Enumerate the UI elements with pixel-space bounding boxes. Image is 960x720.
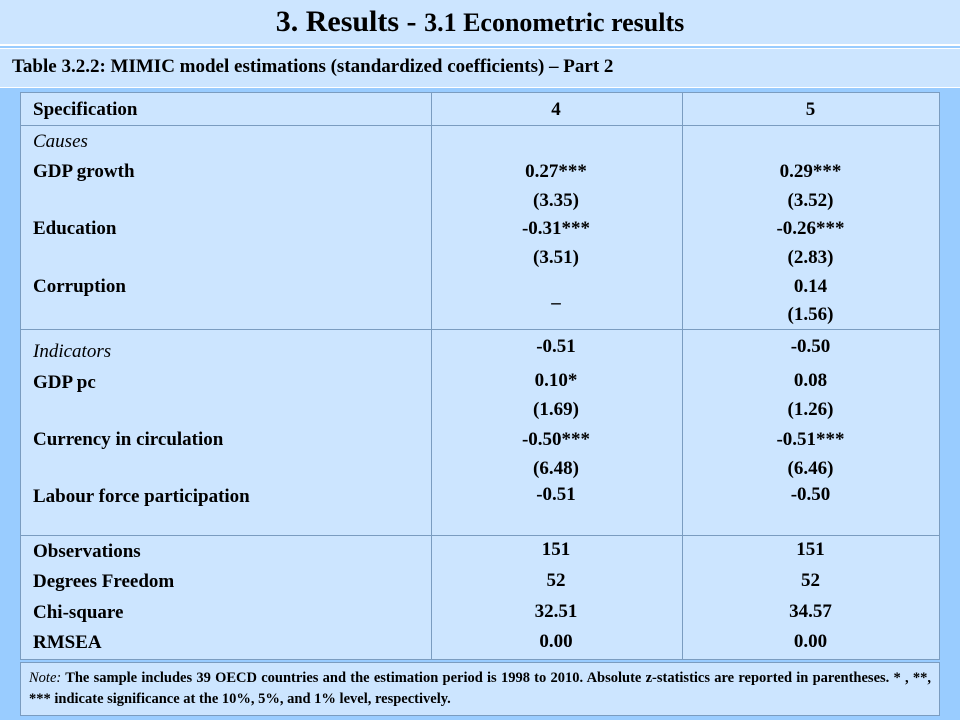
degrees-freedom-col5: 52 bbox=[801, 570, 820, 591]
row-divider-header bbox=[21, 125, 939, 126]
row-label-observations: Observations bbox=[33, 541, 141, 562]
row-label-currency: Currency in circulation bbox=[33, 429, 224, 450]
gdp-growth-col4-z: (3.35) bbox=[533, 190, 579, 211]
title-main: 3. Results - bbox=[275, 5, 425, 38]
corruption-col5: 0.14 bbox=[793, 276, 828, 297]
row-label-labour-force: Labour force participation bbox=[33, 486, 250, 507]
causes-heading: Causes bbox=[33, 131, 88, 152]
row-label-rmsea: RMSEA bbox=[33, 632, 102, 653]
indicators-heading-col5: -0.50 bbox=[790, 336, 831, 357]
row-label-education: Education bbox=[33, 218, 117, 239]
header-col-5: 5 bbox=[805, 99, 816, 120]
gdp-growth-col5-z: (3.52) bbox=[787, 190, 834, 211]
gdp-pc-col5-z: (1.26) bbox=[787, 399, 834, 420]
gdp-pc-col5: 0.08 bbox=[793, 370, 828, 391]
education-col5-z: (2.83) bbox=[787, 247, 834, 268]
currency-col4: -0.50*** bbox=[521, 429, 591, 450]
rmsea-col4: 0.00 bbox=[539, 631, 573, 652]
table-note: Note: The sample includes 39 OECD countr… bbox=[29, 668, 931, 710]
column-divider-2 bbox=[682, 93, 683, 659]
row-label-corruption: Corruption bbox=[33, 276, 126, 297]
labour-force-col5: -0.50 bbox=[790, 484, 831, 505]
indicators-heading: Indicators bbox=[33, 341, 112, 362]
corruption-col5-z: (1.56) bbox=[787, 304, 834, 325]
row-label-gdp-growth: GDP growth bbox=[33, 161, 135, 182]
chi-square-col4: 32.51 bbox=[534, 601, 578, 622]
gdp-growth-col4: 0.27*** bbox=[525, 161, 587, 182]
note-text: The sample includes 39 OECD countries an… bbox=[29, 670, 931, 707]
corruption-col4: _ bbox=[551, 286, 561, 307]
gdp-growth-col5: 0.29*** bbox=[779, 161, 842, 182]
currency-col5: -0.51*** bbox=[776, 429, 845, 450]
caption-bar: Table 3.2.2: MIMIC model estimations (st… bbox=[0, 48, 960, 88]
title-bar: 3. Results - 3.1 Econometric results bbox=[0, 0, 960, 46]
table-caption: Table 3.2.2: MIMIC model estimations (st… bbox=[12, 56, 614, 77]
education-col5: -0.26*** bbox=[776, 218, 845, 239]
row-divider-causes bbox=[21, 329, 939, 330]
results-table: Specification 4 5 Causes GDP growth 0.27… bbox=[20, 92, 940, 660]
row-divider-indicators bbox=[21, 535, 939, 536]
column-divider-1 bbox=[431, 93, 432, 659]
education-col4-z: (3.51) bbox=[533, 247, 579, 268]
chi-square-col5: 34.57 bbox=[789, 601, 832, 622]
observations-col5: 151 bbox=[796, 539, 825, 560]
gdp-pc-col4: 0.10* bbox=[534, 370, 578, 391]
row-label-chi-square: Chi-square bbox=[33, 602, 124, 623]
title-subtitle: 3.1 Econometric results bbox=[424, 8, 685, 37]
gdp-pc-col4-z: (1.69) bbox=[533, 399, 579, 420]
education-col4: -0.31*** bbox=[521, 218, 591, 239]
currency-col5-z: (6.46) bbox=[787, 458, 834, 479]
note-label: Note: bbox=[29, 670, 62, 686]
header-col-4: 4 bbox=[551, 99, 561, 120]
page-title: 3. Results - 3.1 Econometric results bbox=[276, 5, 685, 38]
observations-col4: 151 bbox=[541, 539, 571, 560]
header-specification: Specification bbox=[33, 99, 138, 120]
labour-force-col4: -0.51 bbox=[536, 484, 576, 505]
row-label-gdp-pc: GDP pc bbox=[33, 372, 96, 393]
rmsea-col5: 0.00 bbox=[793, 631, 828, 652]
degrees-freedom-col4: 52 bbox=[546, 570, 566, 591]
indicators-heading-col4: -0.51 bbox=[536, 336, 576, 357]
note-box: Note: The sample includes 39 OECD countr… bbox=[20, 662, 940, 716]
row-label-degrees-freedom: Degrees Freedom bbox=[33, 571, 175, 592]
currency-col4-z: (6.48) bbox=[533, 458, 579, 479]
